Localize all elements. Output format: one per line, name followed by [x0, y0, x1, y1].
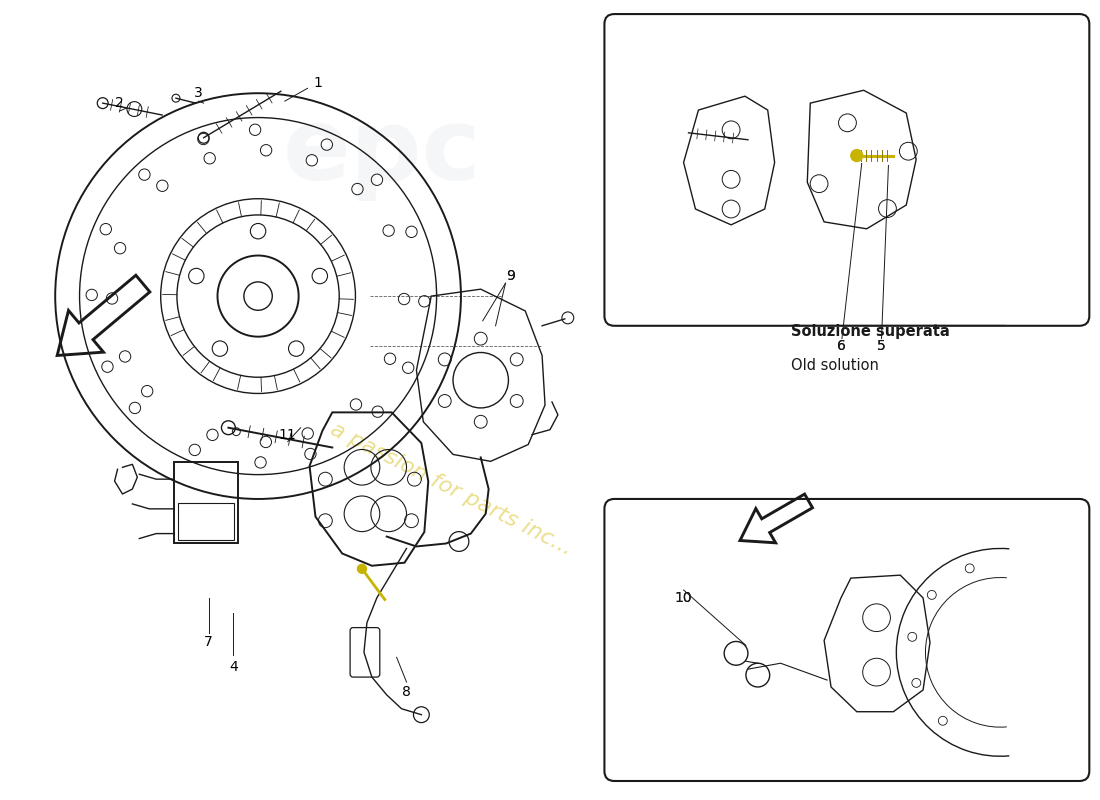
- Text: 7: 7: [205, 635, 213, 650]
- Text: epc: epc: [283, 104, 481, 201]
- Text: 9: 9: [506, 270, 515, 283]
- Bar: [174, 462, 239, 543]
- Text: 10: 10: [674, 591, 692, 605]
- Text: 8: 8: [403, 685, 411, 699]
- Circle shape: [358, 564, 366, 574]
- Text: 6: 6: [837, 338, 846, 353]
- Text: 6: 6: [837, 338, 846, 353]
- Text: 3: 3: [195, 86, 204, 100]
- Text: Old solution: Old solution: [791, 358, 879, 374]
- Text: 1: 1: [314, 76, 322, 90]
- Bar: [178, 503, 234, 539]
- Text: 11: 11: [279, 428, 297, 442]
- Text: 9: 9: [506, 270, 515, 283]
- Text: 10: 10: [674, 591, 692, 605]
- Text: 5: 5: [877, 338, 886, 353]
- Circle shape: [850, 150, 862, 162]
- Text: 4: 4: [229, 660, 238, 674]
- Text: Soluzione superata: Soluzione superata: [791, 324, 949, 339]
- Text: 2: 2: [116, 96, 124, 110]
- Text: 5: 5: [877, 338, 886, 353]
- Text: a passion for parts inc...: a passion for parts inc...: [327, 419, 575, 559]
